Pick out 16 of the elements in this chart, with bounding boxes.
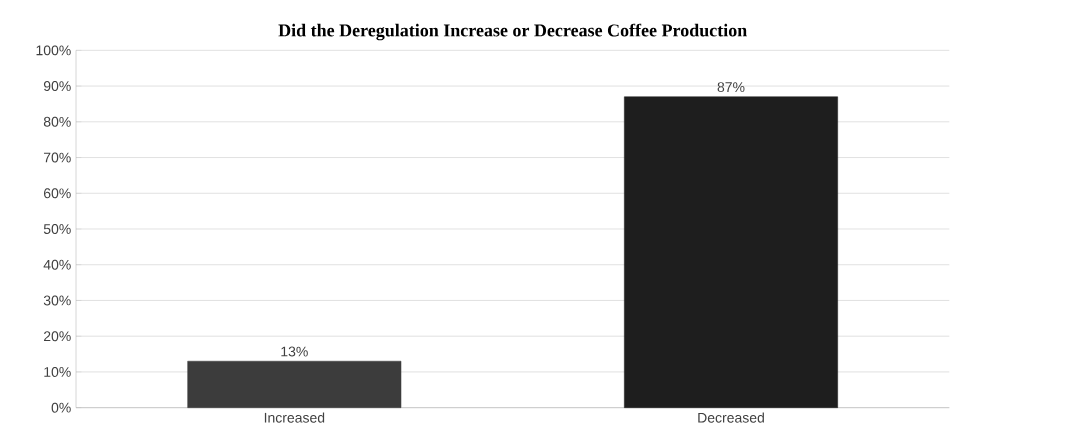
x-tick-label: Increased	[264, 412, 325, 423]
y-tick-label: 90%	[43, 81, 71, 92]
y-tick-label: 0%	[51, 402, 71, 413]
y-tick-label: 40%	[43, 259, 71, 270]
x-tick-label: Decreased	[698, 412, 764, 423]
y-tick-label: 60%	[43, 188, 71, 199]
y-tick-label: 30%	[43, 295, 71, 306]
data-label: 13%	[281, 346, 308, 357]
y-tick-label: 80%	[43, 116, 71, 127]
y-tick-label: 50%	[43, 224, 71, 234]
y-tick-label: 100%	[36, 45, 71, 56]
y-tick-label: 70%	[43, 152, 71, 163]
y-tick-label: 10%	[44, 366, 71, 377]
chart-title: Did the Deregulation Increase or Decrease Coffee Production	[278, 23, 747, 41]
data-label: 87%	[717, 82, 745, 93]
y-tick-label: 20%	[43, 331, 71, 342]
